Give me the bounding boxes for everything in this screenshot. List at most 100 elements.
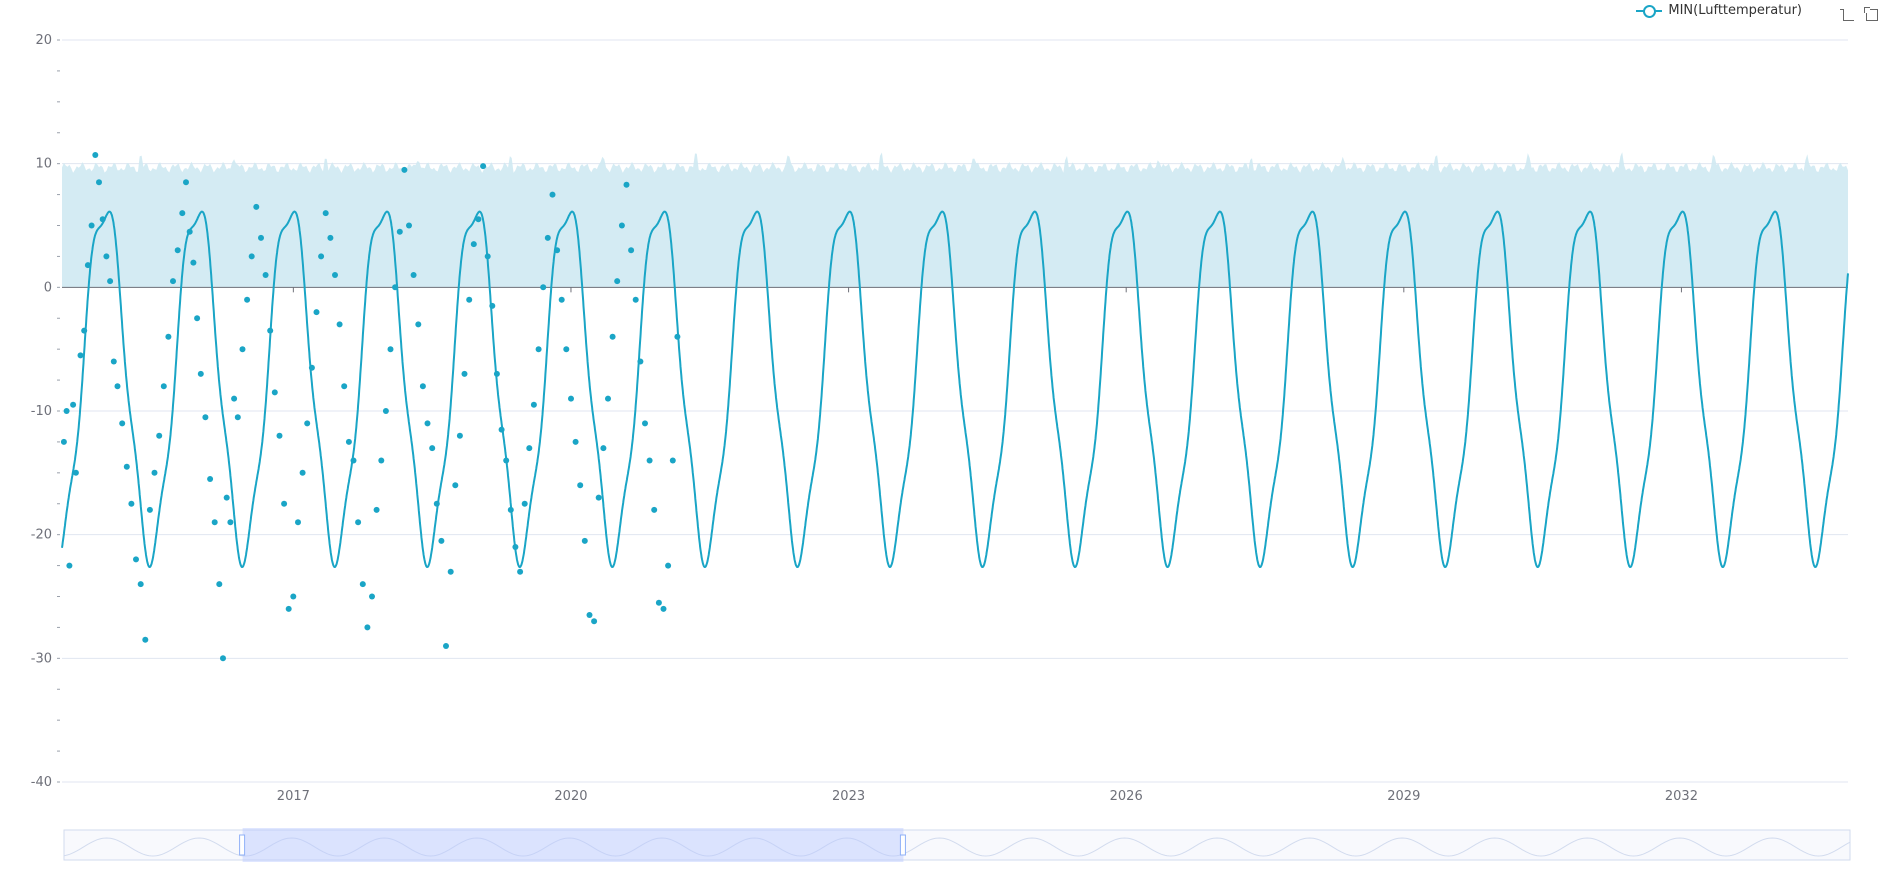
confidence-band xyxy=(62,152,1848,288)
data-point xyxy=(77,352,84,359)
data-point xyxy=(373,506,380,513)
data-point xyxy=(586,612,593,618)
data-point xyxy=(549,191,556,198)
data-point xyxy=(419,383,426,390)
data-point xyxy=(429,445,436,452)
data-point xyxy=(88,222,95,229)
data-point xyxy=(475,216,482,223)
legend-label: MIN(Lufttemperatur) xyxy=(1668,3,1802,18)
data-point xyxy=(190,259,197,266)
data-point xyxy=(665,562,672,569)
legend[interactable]: MIN(Lufttemperatur) xyxy=(1636,3,1802,18)
data-point xyxy=(318,253,325,260)
data-point xyxy=(489,302,496,309)
data-point xyxy=(401,166,408,173)
y-tick-label: -20 xyxy=(31,528,52,543)
data-point xyxy=(327,234,334,241)
data-point xyxy=(183,179,189,186)
data-point xyxy=(364,624,371,631)
data-point xyxy=(114,383,121,390)
y-tick-label: -30 xyxy=(31,651,52,666)
data-point xyxy=(202,414,209,421)
data-point xyxy=(290,593,297,600)
data-point xyxy=(642,420,648,427)
data-point xyxy=(396,228,403,235)
data-point xyxy=(96,179,102,186)
y-tick-label: -40 xyxy=(31,775,52,790)
data-point xyxy=(493,370,500,377)
data-point xyxy=(406,222,412,229)
data-point xyxy=(295,519,301,526)
data-point xyxy=(304,420,311,427)
data-point xyxy=(530,401,537,408)
x-tick-label: 2032 xyxy=(1665,789,1698,804)
data-point xyxy=(369,593,375,600)
data-point xyxy=(507,506,514,513)
data-point xyxy=(554,247,561,254)
toolbox xyxy=(1840,7,1878,21)
data-point xyxy=(651,506,658,513)
data-point xyxy=(392,284,399,291)
data-point xyxy=(281,500,288,507)
data-point xyxy=(308,364,315,371)
data-zoom-slider[interactable] xyxy=(63,828,1851,862)
data-point xyxy=(146,506,153,513)
data-point xyxy=(271,389,278,396)
series-line xyxy=(61,210,1849,568)
data-point xyxy=(211,519,218,526)
y-tick-label: 0 xyxy=(44,280,52,295)
band-area xyxy=(62,152,1848,288)
data-point xyxy=(544,234,551,241)
data-point xyxy=(424,420,431,427)
data-point xyxy=(70,401,77,408)
data-point xyxy=(581,537,588,544)
data-point xyxy=(438,537,445,544)
data-point xyxy=(81,327,88,334)
data-point xyxy=(378,457,385,464)
data-point xyxy=(231,395,238,402)
data-point xyxy=(119,420,126,427)
data-point xyxy=(151,469,158,476)
data-point xyxy=(350,457,357,464)
data-point xyxy=(558,296,565,303)
data-point xyxy=(137,581,144,588)
y-tick-label: -10 xyxy=(31,404,52,419)
data-point xyxy=(410,272,417,278)
x-tick-label: 2017 xyxy=(277,789,310,804)
data-point xyxy=(660,605,667,612)
data-point xyxy=(267,327,274,334)
zoom-reset-icon[interactable] xyxy=(1864,7,1878,21)
data-point xyxy=(526,445,533,452)
data-point xyxy=(99,216,106,223)
data-point xyxy=(470,241,477,248)
data-point xyxy=(216,581,223,588)
data-point xyxy=(322,210,329,217)
data-point xyxy=(623,181,630,188)
data-point xyxy=(160,383,167,390)
data-point xyxy=(517,568,524,575)
x-tick-label: 2020 xyxy=(554,789,587,804)
slider-track xyxy=(63,829,1851,861)
data-point xyxy=(387,346,394,353)
data-point xyxy=(179,210,186,217)
slider-handle-left xyxy=(239,834,246,856)
x-tick-label: 2029 xyxy=(1387,789,1420,804)
data-point xyxy=(336,321,343,328)
data-zoom-icon[interactable] xyxy=(1840,7,1854,21)
data-point xyxy=(540,284,547,291)
data-point xyxy=(452,482,459,489)
data-point xyxy=(466,296,473,303)
data-point xyxy=(313,309,320,316)
data-point xyxy=(66,562,73,569)
data-point xyxy=(637,358,644,365)
data-point xyxy=(123,463,130,470)
x-tick-label: 2023 xyxy=(832,789,865,804)
data-point xyxy=(133,556,139,563)
slider-handle-right xyxy=(899,834,906,856)
data-point xyxy=(632,296,639,303)
data-point xyxy=(227,519,234,526)
data-point xyxy=(207,476,214,482)
data-point xyxy=(503,457,510,464)
observation-points xyxy=(60,152,681,662)
